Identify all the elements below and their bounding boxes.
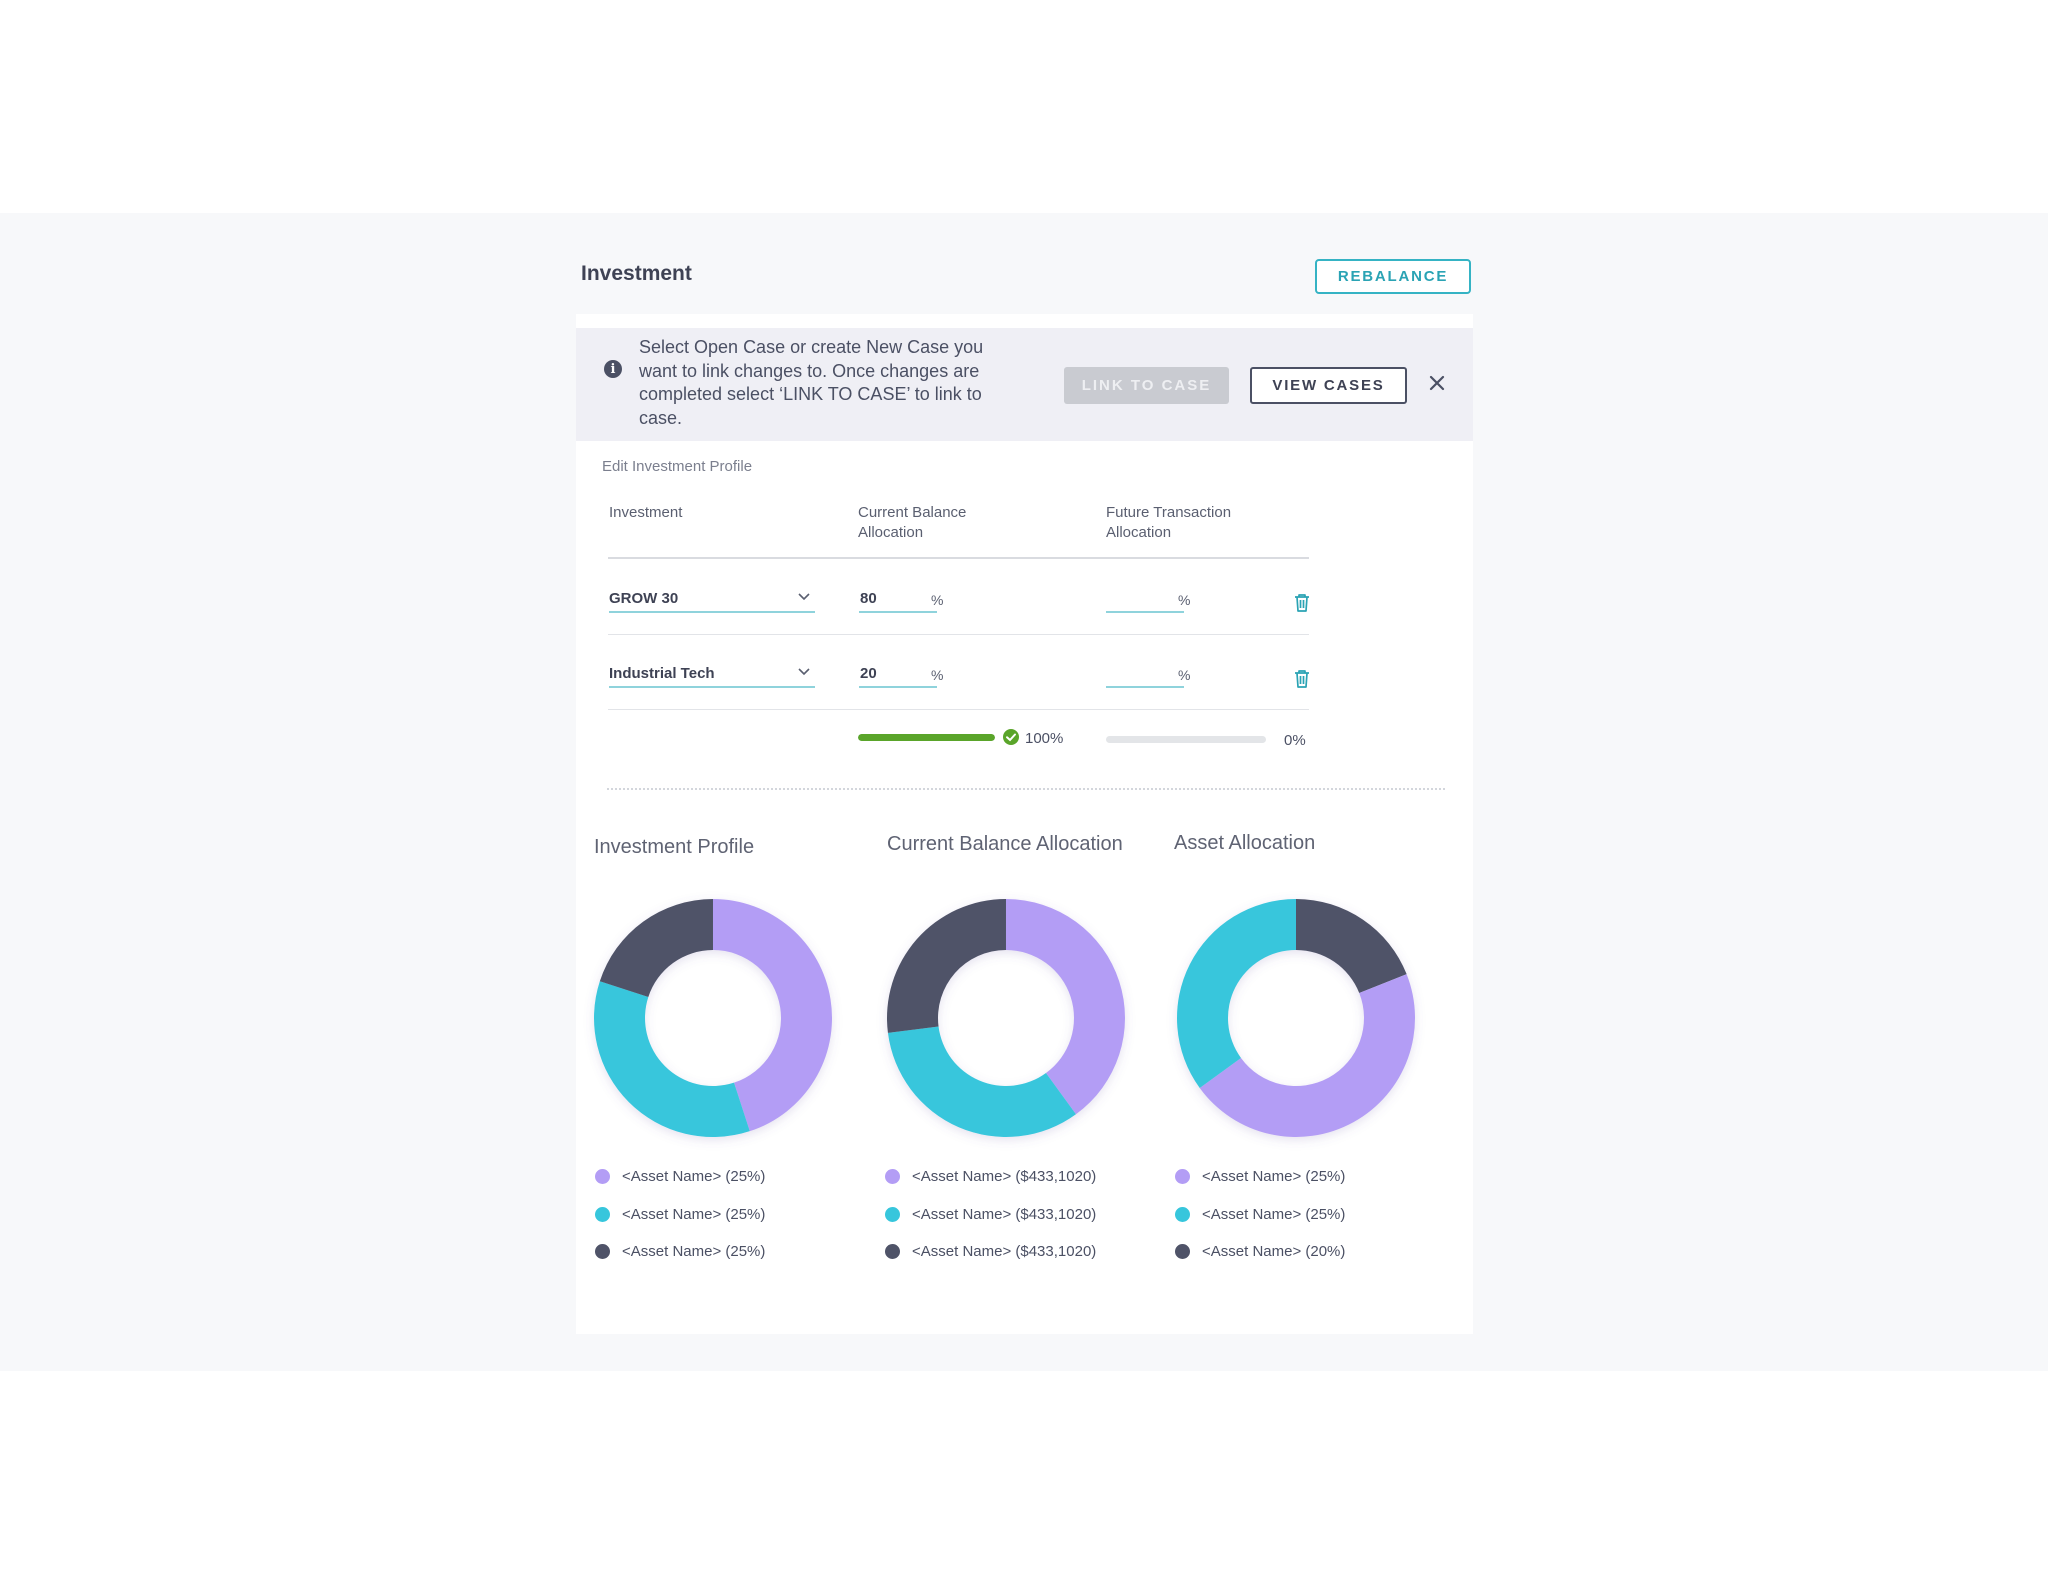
future-total-progress [1106,736,1266,743]
donut-slice [1199,974,1415,1137]
edit-profile-label: Edit Investment Profile [602,458,753,475]
donut-slice [887,1026,1076,1137]
investment-select[interactable]: GROW 30 [609,587,815,615]
legend-item: <Asset Name> (25%) [595,1243,765,1260]
donut-slice [1296,899,1407,993]
current-header-line1: Current Balance [858,504,967,521]
future-column-header: Future Transaction Allocation [1106,503,1231,543]
legend-label: <Asset Name> ($433,1020) [912,1168,1097,1185]
input-underline [1106,611,1184,613]
input-underline [1106,686,1184,688]
current-allocation-input[interactable]: 80 % [859,587,943,615]
legend-item: <Asset Name> (25%) [595,1168,765,1185]
current-header-line2: Allocation [858,524,924,541]
legend-dot [595,1206,610,1222]
donut-slice [1177,899,1296,1088]
donut-chart [887,899,1125,1137]
legend-item: <Asset Name> ($433,1020) [885,1243,1096,1260]
row-divider [608,634,1309,635]
investment-select-value: GROW 30 [609,590,679,607]
current-column-header: Current Balance Allocation [858,503,966,543]
section-title: Investment [581,262,692,285]
percent-unit: % [931,592,944,608]
current-total-progress [858,734,995,741]
donut-chart [594,899,832,1137]
legend-item: <Asset Name> ($433,1020) [885,1168,1096,1185]
future-allocation-input[interactable]: % [1106,587,1190,615]
legend-dot [885,1169,900,1184]
chart-title: Investment Profile [594,836,755,858]
link-to-case-button[interactable]: LINK TO CASE [1064,367,1229,404]
check-icon [1003,729,1019,745]
banner-message: Select Open Case or create New Case you … [639,337,984,428]
legend-item: <Asset Name> (25%) [595,1206,765,1223]
legend-item: <Asset Name> ($433,1020) [885,1206,1096,1223]
future-header-line2: Allocation [1106,524,1172,541]
close-icon[interactable] [1426,372,1448,394]
legend-dot [595,1244,610,1259]
chevron-down-icon [797,665,811,684]
donut-slice [599,899,713,997]
chevron-down-icon [797,590,811,609]
current-total-label: 100% [1025,730,1064,747]
future-total-label: 0% [1284,732,1306,749]
future-header-line1: Future Transaction [1106,504,1232,521]
legend-label: <Asset Name> (25%) [622,1168,766,1185]
chart-title: Asset Allocation [1174,832,1316,854]
legend-dot [1175,1206,1190,1222]
select-underline [609,686,815,688]
current-total-progress-fill [858,734,995,741]
info-icon: i [604,360,622,378]
percent-unit: % [1178,592,1191,608]
legend-dot [885,1206,900,1222]
legend-item: <Asset Name> (25%) [1175,1206,1345,1223]
input-underline [859,686,937,688]
select-underline [609,611,815,613]
donut-slice [594,981,750,1137]
legend-dot [595,1169,610,1184]
trash-icon[interactable] [1292,592,1312,614]
donut-slice [713,899,832,1132]
investment-column-header: Investment [609,504,683,521]
legend-label: <Asset Name> (25%) [622,1205,766,1223]
investment-card [576,314,1473,1334]
section-divider [607,788,1445,790]
legend-label: <Asset Name> ($433,1020) [912,1205,1097,1223]
legend-label: <Asset Name> (25%) [622,1243,766,1260]
legend-label: <Asset Name> ($433,1020) [912,1243,1097,1260]
current-allocation-value: 20 [860,665,877,682]
legend-dot [1175,1244,1190,1259]
donut-chart [1177,899,1415,1137]
percent-unit: % [1178,667,1191,683]
view-cases-button[interactable]: VIEW CASES [1250,367,1407,404]
current-allocation-value: 80 [860,590,877,607]
rebalance-button[interactable]: REBALANCE [1315,259,1471,294]
chart-title: Current Balance Allocation [887,833,1123,855]
donut-slice [887,899,1006,1033]
legend-dot [1175,1169,1190,1184]
investment-select-value: Industrial Tech [609,665,715,682]
input-underline [859,611,937,613]
row-divider [608,709,1309,710]
legend-label: <Asset Name> (25%) [1202,1205,1346,1223]
legend-item: <Asset Name> (25%) [1175,1168,1345,1185]
header-divider [608,557,1309,559]
future-allocation-input[interactable]: % [1106,662,1190,690]
trash-icon[interactable] [1292,668,1312,690]
legend-item: <Asset Name> (20%) [1175,1243,1345,1260]
legend-label: <Asset Name> (20%) [1202,1243,1346,1260]
current-allocation-input[interactable]: 20 % [859,662,943,690]
investment-select[interactable]: Industrial Tech [609,662,815,690]
legend-label: <Asset Name> (25%) [1202,1168,1346,1185]
donut-slice [1006,899,1125,1115]
percent-unit: % [931,667,944,683]
legend-dot [885,1244,900,1259]
